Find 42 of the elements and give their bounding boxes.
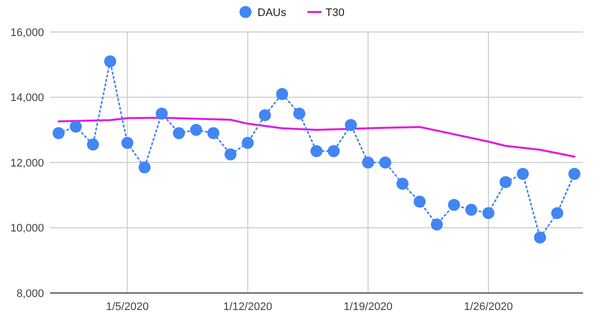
point xyxy=(396,178,408,190)
point xyxy=(500,176,512,188)
point xyxy=(207,127,220,140)
point xyxy=(448,198,460,211)
point xyxy=(86,138,99,151)
point xyxy=(70,120,82,133)
point xyxy=(534,232,546,244)
point xyxy=(310,145,322,158)
point xyxy=(224,148,237,160)
x-tick-label: 1/19/2020 xyxy=(344,301,393,313)
y-tick-label: 10,000 xyxy=(10,222,44,235)
point xyxy=(551,207,564,220)
point xyxy=(104,55,116,68)
x-tick-label: 1/12/2020 xyxy=(223,301,272,313)
point xyxy=(52,127,65,140)
point xyxy=(121,136,134,149)
legend-label: T30 xyxy=(326,6,344,19)
y-tick-label: 16,000 xyxy=(10,26,44,39)
point xyxy=(276,88,288,100)
point xyxy=(172,127,185,140)
x-tick-label: 1/26/2020 xyxy=(464,301,513,313)
point xyxy=(465,204,478,216)
point xyxy=(190,124,202,136)
legend-label: DAUs xyxy=(258,6,287,19)
y-tick-label: 12,000 xyxy=(10,157,44,170)
point xyxy=(156,108,168,120)
point xyxy=(242,136,254,149)
point xyxy=(293,108,306,120)
point xyxy=(328,145,340,158)
point xyxy=(414,196,426,208)
point xyxy=(482,207,494,220)
y-tick-label: 14,000 xyxy=(10,92,44,104)
point xyxy=(344,118,357,131)
point xyxy=(258,109,271,122)
x-tick-label: 1/5/2020 xyxy=(106,301,149,313)
point xyxy=(568,168,580,180)
point xyxy=(138,161,151,174)
point xyxy=(379,156,392,168)
y-tick-label: 8,000 xyxy=(16,288,44,300)
point xyxy=(430,218,443,230)
point xyxy=(362,156,374,168)
point xyxy=(516,168,529,180)
